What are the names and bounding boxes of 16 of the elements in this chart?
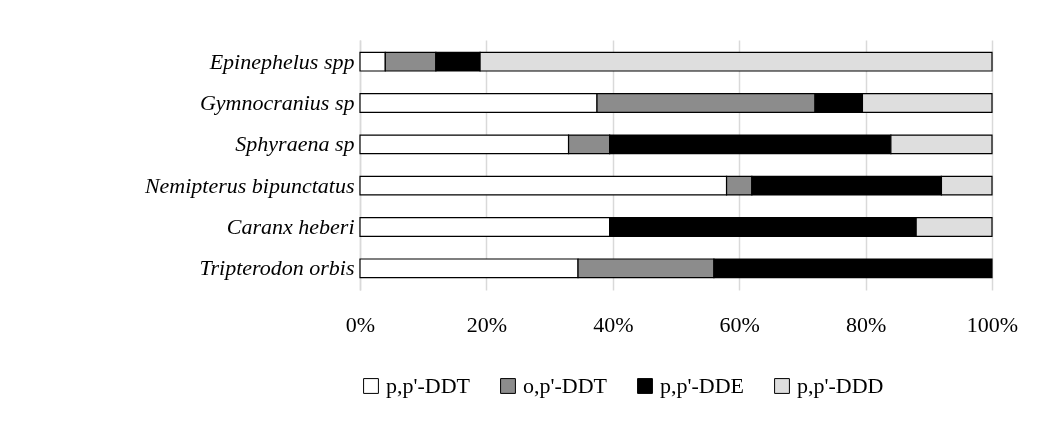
x-tick-label: 40% [593,311,634,337]
y-tick-label: Gymnocranius sp [199,90,355,116]
x-tick-label: 20% [466,311,508,337]
y-tick-label: Sphyraena sp [235,131,355,157]
y-tick-label: Tripterodon orbis [199,255,355,281]
x-tick-label: 100% [966,311,1019,337]
x-tick-label: 60% [719,311,760,337]
legend-label: p,p'-DDE [660,373,745,398]
y-tick-label: Caranx heberi [226,213,355,239]
y-tick-label: Nemipterus bipunctatus [143,172,355,198]
legend-label: p,p'-DDT [386,373,471,398]
y-tick-label: Epinephelus spp [208,48,355,74]
legend-label: p,p'-DDD [797,373,884,398]
x-tick-label: 80% [845,311,887,337]
x-tick-label: 0% [345,311,376,337]
legend-label: o,p'-DDT [523,373,608,398]
